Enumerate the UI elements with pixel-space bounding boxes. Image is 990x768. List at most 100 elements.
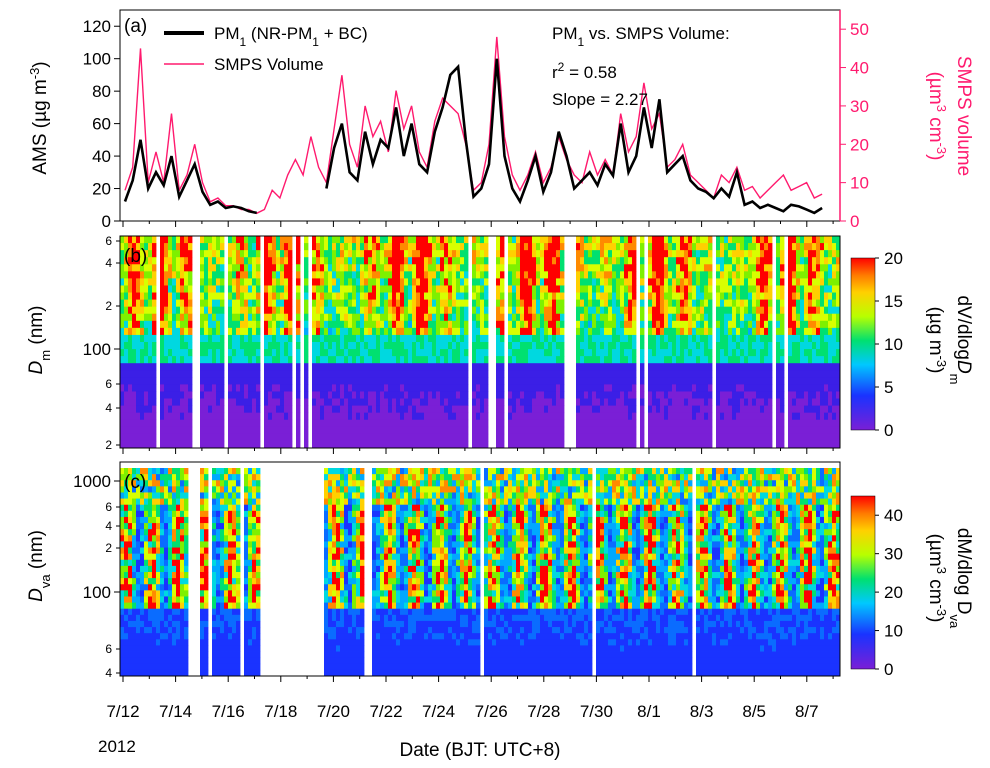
heatmap-cell	[208, 384, 213, 392]
heatmap-cell	[352, 243, 357, 251]
heatmap-cell	[412, 440, 417, 449]
heatmap-cell	[580, 306, 585, 315]
heatmap-cell	[640, 327, 645, 336]
heatmap-cell	[244, 306, 249, 315]
heatmap-cell	[356, 440, 361, 449]
heatmap-cell	[748, 250, 753, 258]
heatmap-cell	[128, 602, 133, 610]
heatmap-cell	[380, 440, 385, 449]
heatmap-cell	[580, 342, 585, 350]
heatmap-cell	[352, 398, 357, 406]
heatmap-cell	[228, 405, 233, 414]
heatmap-cell	[400, 243, 405, 251]
heatmap-cell	[240, 257, 245, 265]
heatmap-cell	[152, 243, 157, 251]
heatmap-cell	[340, 285, 345, 293]
heatmap-cell	[612, 412, 617, 421]
heatmap-cell	[736, 419, 741, 428]
heatmap-cell	[324, 257, 329, 265]
heatmap-cell	[200, 250, 205, 258]
heatmap-cell	[344, 313, 349, 322]
heatmap-cell	[320, 342, 325, 350]
panel-a-y2tick-label: 10	[850, 174, 869, 193]
heatmap-cell	[412, 377, 417, 385]
heatmap-cell	[120, 313, 125, 322]
heatmap-cell	[424, 306, 429, 315]
heatmap-cell	[368, 412, 373, 421]
heatmap-cell	[432, 299, 437, 308]
heatmap-cell	[424, 356, 429, 364]
heatmap-cell	[556, 412, 561, 421]
heatmap-cell	[536, 377, 541, 385]
heatmap-cell	[544, 398, 549, 406]
heatmap-cell	[580, 243, 585, 251]
heatmap-cell	[316, 250, 321, 258]
heatmap-cell	[624, 299, 629, 308]
heatmap-cell	[124, 236, 129, 244]
heatmap-cell	[216, 306, 221, 315]
heatmap-cell	[164, 257, 169, 265]
heatmap-cell	[296, 440, 301, 449]
heatmap-cell	[540, 264, 545, 272]
heatmap-cell	[608, 356, 613, 364]
heatmap-cell	[548, 334, 553, 343]
heatmap-cell	[836, 257, 841, 265]
heatmap-cell	[828, 384, 833, 392]
heatmap-cell	[836, 377, 841, 385]
heatmap-cell	[584, 320, 589, 329]
heatmap-cell	[620, 278, 625, 286]
heatmap-cell	[732, 236, 737, 244]
heatmap-cell	[212, 398, 217, 406]
heatmap-cell	[204, 370, 209, 378]
heatmap-cell	[656, 271, 661, 279]
heatmap-cell	[824, 440, 829, 449]
heatmap-cell	[756, 377, 761, 385]
heatmap-cell	[124, 614, 129, 622]
heatmap-cell	[184, 419, 189, 428]
heatmap-cell	[180, 313, 185, 322]
heatmap-cell	[624, 370, 629, 378]
heatmap-cell	[708, 342, 713, 350]
heatmap-cell	[728, 356, 733, 364]
heatmap-cell	[352, 285, 357, 293]
heatmap-cell	[128, 516, 133, 524]
heatmap-cell	[780, 356, 785, 364]
heatmap-cell	[312, 306, 317, 315]
heatmap-cell	[800, 405, 805, 414]
heatmap-cell	[792, 285, 797, 293]
heatmap-cell	[244, 320, 249, 329]
heatmap-cell	[684, 433, 689, 442]
heatmap-cell	[656, 257, 661, 265]
heatmap-cell	[724, 313, 729, 322]
heatmap-cell	[384, 257, 389, 265]
heatmap-cell	[820, 334, 825, 343]
heatmap-cell	[336, 250, 341, 258]
heatmap-cell	[764, 412, 769, 421]
heatmap-cell	[356, 250, 361, 258]
heatmap-cell	[208, 363, 213, 371]
heatmap-cell	[472, 271, 477, 279]
heatmap-cell	[588, 384, 593, 392]
heatmap-cell	[748, 384, 753, 392]
heatmap-cell	[200, 349, 205, 357]
heatmap-cell	[396, 236, 401, 244]
heatmap-cell	[400, 419, 405, 428]
heatmap-cell	[324, 320, 329, 329]
heatmap-cell	[496, 398, 501, 406]
heatmap-cell	[128, 426, 133, 435]
heatmap-cell	[164, 271, 169, 279]
heatmap-cell	[528, 419, 533, 428]
heatmap-cell	[640, 342, 645, 350]
heatmap-cell	[276, 419, 281, 428]
heatmap-cell	[592, 412, 597, 421]
heatmap-cell	[120, 377, 125, 385]
heatmap-cell	[800, 419, 805, 428]
heatmap-cell	[132, 535, 137, 542]
heatmap-cell	[628, 356, 633, 364]
heatmap-cell	[640, 426, 645, 435]
heatmap-cell	[460, 405, 465, 414]
heatmap-cell	[244, 299, 249, 308]
heatmap-cell	[128, 620, 133, 628]
heatmap-cell	[548, 384, 553, 392]
heatmap-cell	[376, 327, 381, 336]
